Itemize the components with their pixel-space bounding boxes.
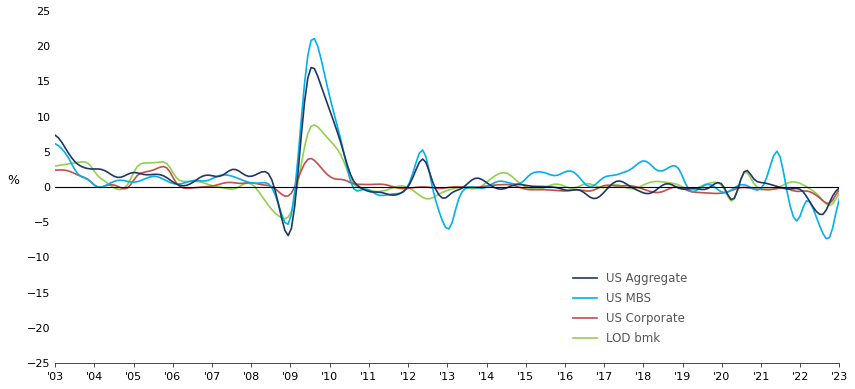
US Aggregate (306, 65, 316, 70)
US Corporate (296, 168, 306, 173)
LOD bmk (280, 216, 290, 221)
US Aggregate (67, 155, 77, 160)
US MBS (310, 36, 320, 41)
US Corporate (50, 168, 61, 172)
US MBS (67, 161, 77, 166)
Line: LOD bmk: LOD bmk (56, 125, 855, 219)
LOD bmk (710, 180, 720, 185)
US MBS (50, 142, 61, 146)
LOD bmk (310, 123, 320, 127)
US Aggregate (581, 192, 592, 197)
US Corporate (578, 188, 588, 193)
LOD bmk (50, 163, 61, 168)
Legend: US Aggregate, US MBS, US Corporate, LOD bmk: US Aggregate, US MBS, US Corporate, LOD … (569, 267, 693, 350)
US Corporate (67, 170, 77, 175)
US MBS (578, 180, 588, 185)
US Aggregate (50, 133, 61, 138)
LOD bmk (634, 185, 645, 189)
LOD bmk (299, 145, 310, 149)
US MBS (296, 117, 306, 122)
US Corporate (631, 184, 641, 189)
US MBS (631, 163, 641, 168)
Y-axis label: %: % (7, 174, 19, 187)
US Aggregate (710, 182, 720, 186)
US Corporate (306, 156, 316, 161)
LOD bmk (67, 161, 77, 166)
US MBS (706, 183, 716, 187)
US MBS (821, 236, 831, 241)
US Aggregate (283, 233, 293, 238)
Line: US MBS: US MBS (56, 39, 855, 238)
US Aggregate (634, 189, 645, 193)
US Corporate (824, 201, 834, 206)
Line: US Corporate: US Corporate (56, 158, 855, 203)
US Aggregate (299, 100, 310, 104)
US Corporate (706, 191, 716, 196)
Line: US Aggregate: US Aggregate (56, 68, 855, 236)
LOD bmk (581, 181, 592, 186)
